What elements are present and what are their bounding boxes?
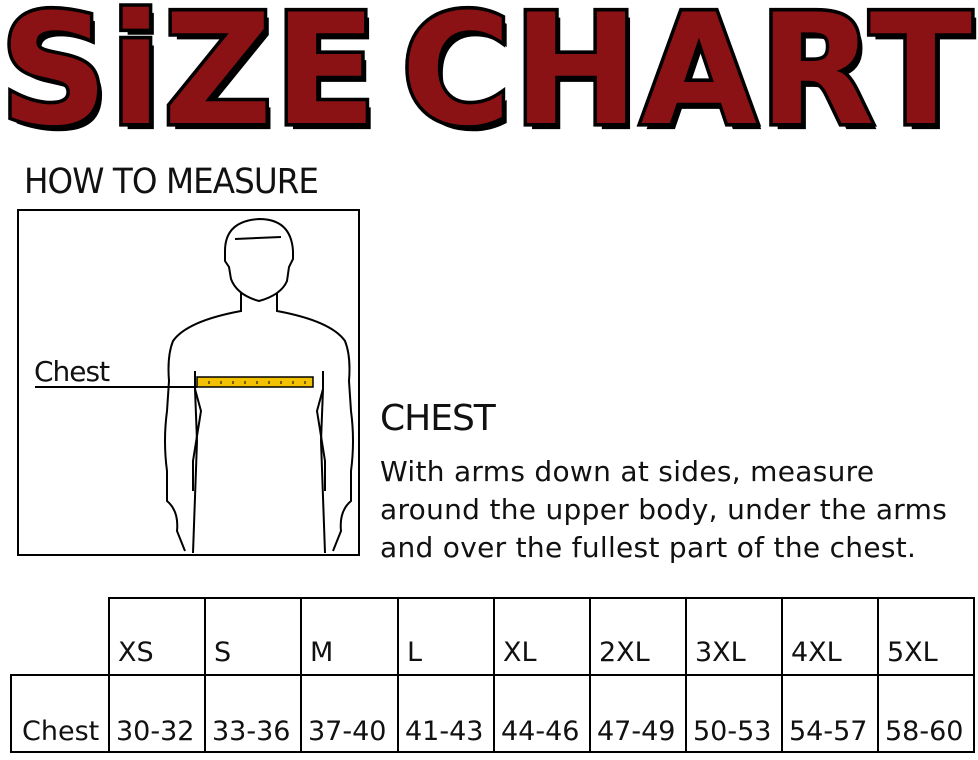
size-header-row: XS S M L XL 2XL 3XL 4XL 5XL	[11, 597, 975, 676]
head-outline	[224, 217, 294, 303]
instruction-line: around the upper body, under the arms	[380, 493, 948, 526]
chest-value-cell: 37-40	[300, 674, 399, 753]
chest-row: Chest 30-32 33-36 37-40 41-43 44-46 47-4…	[10, 674, 975, 753]
size-header-cell: 5XL	[877, 597, 975, 676]
body-outline-illustration	[35, 217, 354, 554]
size-header-cell: XS	[108, 597, 206, 676]
title-word-size: SiZE	[0, 0, 380, 161]
torso-outline	[164, 293, 354, 552]
row-label: Chest	[10, 674, 110, 753]
size-table: XS S M L XL 2XL 3XL 4XL 5XL Chest 30-32 …	[10, 597, 975, 753]
instruction-line: With arms down at sides, measure	[380, 455, 875, 488]
page-title: SiZE CHART	[0, 0, 978, 161]
size-header-cell: 2XL	[589, 597, 687, 676]
how-to-measure-heading: HOW TO MEASURE	[24, 162, 319, 202]
chest-value-cell: 58-60	[877, 674, 975, 753]
measuring-tape	[196, 376, 314, 388]
instruction-line: and over the fullest part of the chest.	[380, 531, 917, 564]
size-header-cell: XL	[493, 597, 591, 676]
chest-value-cell: 33-36	[204, 674, 302, 753]
chest-value-cell: 54-57	[781, 674, 879, 753]
chest-value-cell: 47-49	[589, 674, 687, 753]
chest-value-cell: 50-53	[685, 674, 783, 753]
chest-figure-label: Chest	[34, 355, 110, 388]
size-header-cell: 3XL	[685, 597, 783, 676]
measure-figure: Chest	[17, 209, 360, 556]
size-header-cell: M	[300, 597, 399, 676]
chest-instructions: With arms down at sides, measure around …	[380, 453, 978, 567]
title-word-chart: CHART	[398, 0, 976, 161]
chest-value-cell: 30-32	[108, 674, 206, 753]
size-header-cell: L	[397, 597, 495, 676]
chest-value-cell: 44-46	[493, 674, 591, 753]
chest-value-cell: 41-43	[397, 674, 495, 753]
chest-heading: CHEST	[380, 398, 496, 439]
size-header-cell: S	[204, 597, 302, 676]
size-header-cell: 4XL	[781, 597, 879, 676]
